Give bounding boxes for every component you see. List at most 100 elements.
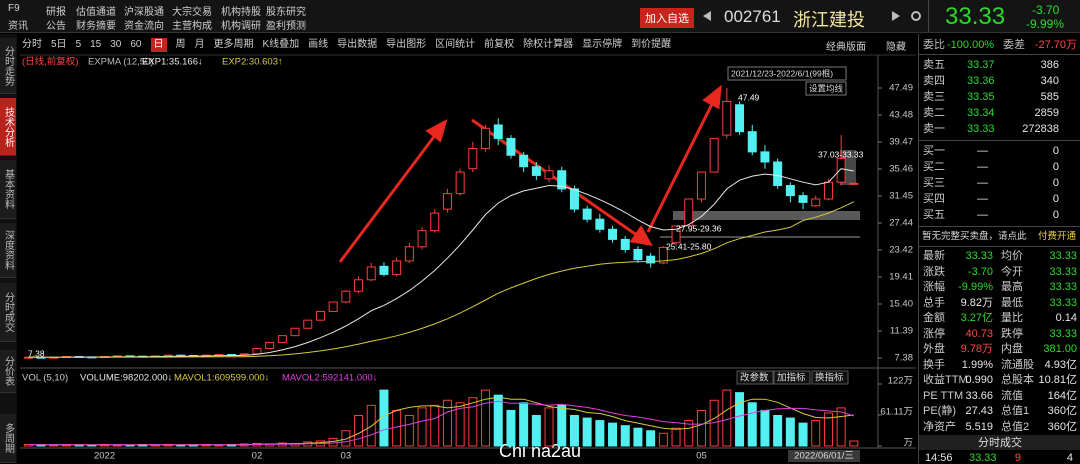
separator (919, 246, 1080, 247)
volume-bar (468, 397, 478, 447)
arrow (471, 118, 639, 238)
candle-body (747, 131, 757, 153)
side-tab[interactable]: 分价表 (0, 350, 16, 393)
ask-label: 卖三 (923, 91, 945, 103)
bid-price: — (977, 193, 988, 205)
menu-item[interactable]: 研报 (46, 7, 66, 18)
toolbar-item[interactable]: 日 (150, 38, 167, 52)
y-tick-label: 61.11万 (880, 406, 913, 417)
y-tick-label: 35.46 (889, 163, 913, 174)
stat-value: 164亿 (1047, 389, 1077, 402)
toolbar-item[interactable]: 除权计算器 (523, 39, 574, 50)
volume-bar (531, 415, 541, 447)
side-tab[interactable]: 分时成交 (0, 283, 16, 342)
menu-item[interactable]: 机构持股 (221, 7, 261, 18)
legend-entry: EXP2:30.603↑ (222, 57, 283, 68)
trade-cell: 9 (1014, 452, 1021, 464)
notice-link[interactable]: 付费开通 (1038, 231, 1077, 242)
trade-cell: 14:56 (925, 452, 953, 464)
menu-item[interactable]: 股东研究 (266, 7, 306, 18)
mavol-line (28, 400, 854, 446)
candle-body (404, 246, 414, 262)
volume-bar (23, 443, 33, 447)
arrow-head (425, 119, 448, 143)
stat-value: 360亿 (1047, 405, 1077, 417)
ask-label: 卖四 (923, 75, 945, 87)
divider (928, 0, 929, 32)
toolbar-item[interactable]: 5 (75, 39, 82, 50)
value: -27.70万 (1034, 39, 1077, 51)
menu-item[interactable]: 主营构成 (172, 21, 212, 32)
volume-bar (646, 430, 656, 447)
y-tick-label: 19.41 (889, 272, 913, 283)
menu-item[interactable]: 盈利预测 (266, 21, 306, 32)
menu-item[interactable]: 资讯 (8, 21, 28, 32)
toolbar-item[interactable]: 前复权 (484, 39, 515, 50)
menu-item[interactable]: 大宗交易 (172, 7, 212, 18)
stat-value: -9.99% (958, 281, 993, 293)
toolbar-item[interactable]: 导出数据 (337, 39, 378, 50)
candle-body (430, 212, 440, 232)
toolbar-item[interactable]: 月 (194, 39, 205, 50)
button-box[interactable] (773, 370, 811, 385)
toolbar-item[interactable]: 30 (110, 39, 122, 50)
indicator-button[interactable]: 改参数 (740, 372, 769, 384)
arrow (338, 133, 438, 263)
candle-body (341, 290, 351, 303)
toolbar-item[interactable]: 画线 (308, 39, 329, 50)
toolbar-item[interactable]: 经典版面 (826, 42, 866, 53)
toolbar-item[interactable]: 15 (90, 39, 102, 50)
toolbar-item[interactable]: 导出图形 (386, 39, 427, 50)
button-box[interactable] (736, 370, 774, 385)
toolbar-item[interactable]: 隐藏 (886, 42, 906, 53)
toolbar-item[interactable]: 周 (175, 39, 186, 50)
stat-label: 涨跌 (923, 265, 945, 278)
menu-item[interactable]: 财务摘要 (76, 21, 116, 32)
indicator-button[interactable]: 加指标 (777, 372, 806, 384)
bid-volume: 0 (1052, 209, 1059, 221)
add-watchlist-button[interactable]: 加入自选 (640, 8, 694, 28)
candle-body (696, 171, 706, 200)
candle-body (658, 246, 668, 264)
toolbar-item[interactable]: 5日 (51, 39, 67, 50)
settings-icon[interactable] (910, 10, 922, 22)
side-tab[interactable]: 多周期 (0, 414, 16, 463)
indicator-button[interactable]: 换指标 (815, 372, 844, 384)
prev-arrow[interactable] (703, 11, 711, 21)
toolbar-item[interactable]: 显示停牌 (582, 39, 623, 50)
toolbar-item[interactable]: 到价提醒 (631, 39, 672, 50)
toolbar-item[interactable]: 分时 (22, 39, 42, 50)
next-arrow[interactable] (892, 11, 900, 21)
volume-bar (696, 409, 706, 447)
candle-body (366, 266, 376, 281)
volume-bar (442, 399, 452, 447)
y-tick-label: 15.40 (889, 299, 913, 310)
x-tick-label: 03 (341, 451, 352, 462)
volume-bar (773, 415, 783, 447)
menu-item[interactable]: 沪深股通 (124, 7, 164, 18)
arrow (646, 101, 715, 233)
toolbar-item[interactable]: K线叠加 (262, 39, 300, 50)
toolbar-item[interactable]: 更多周期 (213, 39, 254, 50)
menu-item[interactable]: F9 (8, 3, 20, 14)
ask-label: 卖五 (923, 59, 945, 71)
y-tick-label: 万 (903, 438, 913, 449)
stat-value: 0.990 (965, 374, 993, 386)
side-tab[interactable]: 分时走势 (0, 38, 16, 94)
menu-item[interactable]: 估值通道 (76, 7, 116, 18)
support-band (673, 211, 860, 220)
side-tab[interactable]: 技术分析 (0, 98, 16, 156)
side-tab[interactable]: 深度资料 (0, 223, 16, 278)
toolbar-item[interactable]: 区间统计 (435, 39, 476, 50)
toolbar-item[interactable]: 60 (130, 39, 142, 50)
stat-value: 5.519 (965, 420, 993, 433)
y-tick-label: 39.47 (889, 137, 913, 148)
button-box[interactable] (811, 370, 849, 385)
menu-item[interactable]: 公告 (46, 21, 66, 32)
volume-bar (823, 412, 833, 447)
side-tab[interactable]: 基本资料 (0, 160, 16, 219)
volume-bar (430, 404, 440, 447)
menu-item[interactable]: 机构调研 (221, 21, 261, 32)
menu-item[interactable]: 资金流向 (124, 21, 164, 32)
